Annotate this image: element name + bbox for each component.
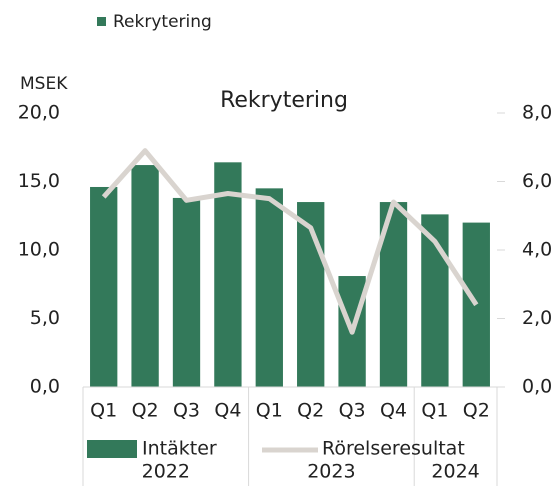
x-tick-label: Q2: [463, 400, 490, 422]
x-group-label: 2024: [431, 461, 479, 483]
bar: [90, 186, 118, 387]
line: [101, 148, 479, 335]
x-tick-label: Q2: [297, 400, 324, 422]
y2-tick-label: 6,0: [522, 170, 552, 192]
bar: [214, 162, 242, 387]
x-group-label: 2022: [142, 461, 190, 483]
y-tick-label: 15,0: [18, 170, 60, 192]
x-tick-label: Q3: [173, 400, 200, 422]
x-tick-label: Q4: [380, 400, 407, 422]
y-tick-label: 5,0: [30, 307, 60, 329]
bar: [255, 188, 283, 387]
top-legend-label: Rekrytering: [113, 12, 212, 32]
x-group-label: 2023: [307, 461, 355, 483]
bar: [172, 197, 201, 387]
y2-tick-label: 8,0: [522, 102, 552, 124]
legend-label: Intäkter: [142, 438, 217, 460]
x-tick-label: Q1: [256, 400, 283, 422]
legend-label: Rörelseresultat: [322, 438, 465, 460]
y-tick-label: 20,0: [18, 102, 60, 124]
bar: [131, 165, 159, 387]
top-legend-swatch: [97, 17, 106, 26]
y2-tick-label: 4,0: [522, 239, 552, 261]
x-tick-label: Q4: [214, 400, 241, 422]
legend-swatch: [87, 440, 137, 458]
x-tick-label: Q3: [339, 400, 366, 422]
y-axis-label: MSEK: [20, 74, 68, 94]
x-tick-label: Q1: [90, 400, 117, 422]
x-tick-label: Q2: [132, 400, 159, 422]
y2-tick-label: 0,0: [522, 376, 552, 398]
x-tick-label: Q1: [421, 400, 448, 422]
y-tick-label: 10,0: [18, 239, 60, 261]
y-tick-label: 0,0: [30, 376, 60, 398]
y2-tick-label: 2,0: [522, 307, 552, 329]
chart-title: Rekrytering: [220, 88, 348, 113]
